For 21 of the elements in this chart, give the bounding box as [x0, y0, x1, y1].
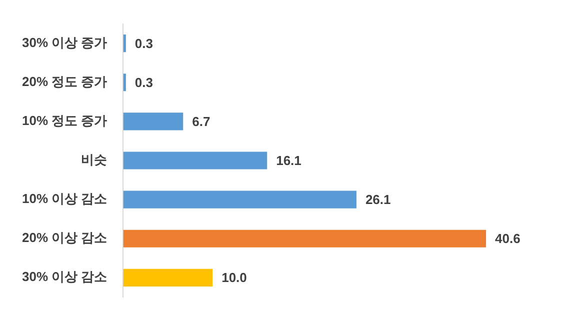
y-tick-label: 30% 이상 감소: [22, 269, 108, 284]
bar: [123, 34, 126, 52]
data-label: 0.3: [134, 74, 153, 90]
bar: [123, 230, 486, 248]
data-label: 0.3: [134, 36, 153, 51]
bar: [123, 190, 356, 208]
bar: [123, 268, 213, 286]
bar: [123, 74, 126, 92]
data-label: 10.0: [222, 270, 247, 286]
y-tick-label: 비슷: [81, 152, 108, 168]
data-label: 6.7: [192, 114, 210, 130]
y-tick-label: 20% 이상 감소: [22, 230, 108, 246]
data-label: 26.1: [365, 192, 391, 208]
data-label: 40.6: [495, 231, 520, 246]
y-tick-label: 10% 이상 감소: [22, 191, 108, 206]
bar: [123, 112, 184, 130]
bar: [123, 152, 268, 170]
y-tick-label: 30% 이상 증가: [22, 34, 108, 50]
data-label: 16.1: [276, 153, 302, 168]
y-tick-label: 20% 정도 증가: [22, 74, 108, 89]
y-tick-label: 10% 정도 증가: [22, 113, 108, 128]
